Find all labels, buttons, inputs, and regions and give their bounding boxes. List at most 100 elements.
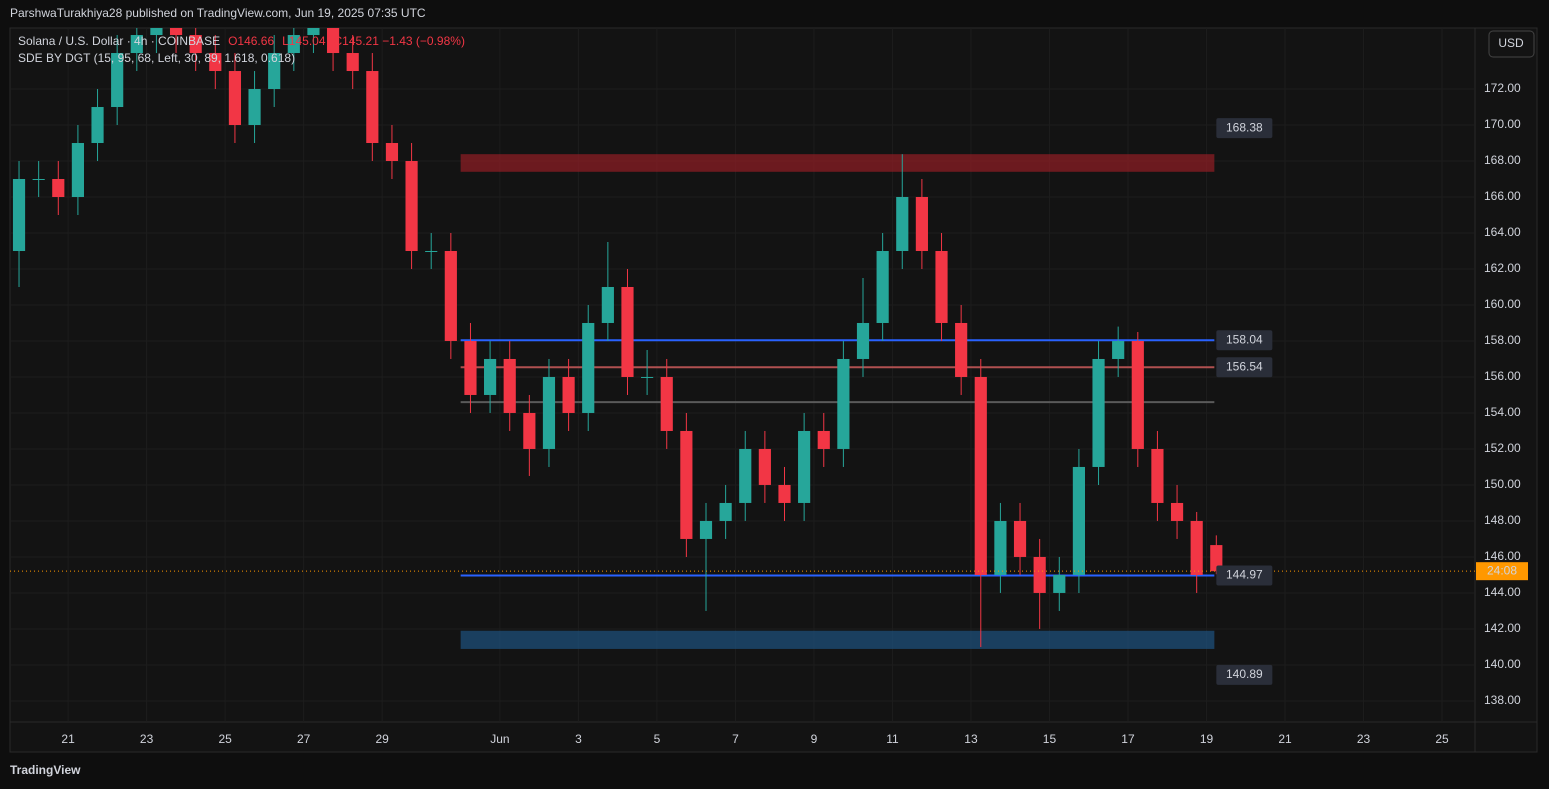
y-tick-label: 166.00 [1484,189,1521,203]
currency[interactable]: USD [1498,36,1524,50]
candle-body [189,35,202,54]
candle-body [542,376,556,449]
y-tick-label: 154.00 [1484,405,1521,419]
price-tag [1216,565,1273,586]
x-tick-label: 21 [1278,732,1292,746]
x-tick-label: 13 [964,732,978,746]
candle-body [719,502,732,521]
candle-body [896,197,909,251]
candle-body [1131,340,1144,449]
x-tick-label: 9 [811,732,818,746]
candle-body [385,143,399,162]
candle-body [562,376,575,413]
y-tick-label: 146.00 [1484,549,1521,563]
candle-body [1033,556,1046,593]
candle-body [974,376,987,575]
price-tag [1216,330,1273,351]
candle-body [444,250,457,341]
candle-body [425,250,438,252]
candle-body [1151,448,1164,503]
candle-body [405,161,418,251]
price-tag-label: 144.97 [1226,568,1263,582]
candle-body [876,250,889,323]
ohlc-label: C145.21 −1.43 (−0.98%) [334,34,465,48]
brand: TradingView [10,763,81,777]
candle-body [268,53,281,90]
plot-area [10,28,1475,722]
candle-body [366,71,379,144]
price-tag [1216,118,1273,139]
candle-body [798,430,811,503]
candle-body [111,53,124,108]
candle-body [71,143,84,198]
candle-body [582,322,595,413]
candle-body [1190,520,1203,575]
price-tag [1216,357,1273,378]
x-tick-label: 21 [61,732,75,746]
candle-body [1092,358,1105,467]
candle-body [287,35,300,54]
x-tick-label: 23 [1357,732,1371,746]
candle-body [523,412,536,449]
y-tick-label: 152.00 [1484,441,1521,455]
currency-button[interactable] [1488,30,1535,58]
price-tag-label: 168.38 [1226,120,1263,134]
y-tick-label: 170.00 [1484,117,1521,131]
candle-body [169,28,183,36]
candle-body [91,107,104,144]
candle-body [52,179,65,198]
zone [460,154,1215,172]
legend-title: Solana / U.S. Dollar · 4h · COINBASE [18,34,220,48]
x-tick-label: 23 [140,732,154,746]
y-tick-label: 140.00 [1484,657,1521,671]
candle-body [1210,545,1223,572]
price-tag [1216,664,1273,685]
y-tick-label: 150.00 [1484,477,1521,491]
y-tick-label: 156.00 [1484,369,1521,383]
candle-body [856,322,870,359]
price-tag-label: 156.54 [1226,359,1263,373]
candle-body [1072,466,1086,575]
publisher: ParshwaTurakhiya28 published on TradingV… [10,6,426,20]
y-tick-label: 162.00 [1484,261,1521,275]
x-tick-label: 11 [886,732,899,746]
countdown-box [1476,562,1528,581]
y-tick-label: 138.00 [1484,693,1521,707]
candle-body [1053,574,1066,593]
x-tick-label: 5 [654,732,661,746]
candle-body [326,28,340,54]
candle-body [994,520,1007,575]
candle-body [1112,340,1125,359]
candle-body [1013,520,1027,557]
y-tick-label: 164.00 [1484,225,1521,239]
y-tick-label: 160.00 [1484,297,1521,311]
x-tick-label: Jun [490,732,509,746]
x-tick-label: 17 [1121,732,1135,746]
x-tick-label: 3 [575,732,582,746]
x-tick-label: 15 [1043,732,1057,746]
countdown: 24:08 [1487,563,1517,577]
candle-body [228,71,242,126]
candle-body [32,179,45,181]
price-tag-label: 158.04 [1226,332,1263,346]
y-tick-label: 144.00 [1484,585,1521,599]
candle-body [601,286,614,323]
candle-body [130,35,143,54]
x-tick-label: 25 [1435,732,1449,746]
x-tick-label: 19 [1200,732,1214,746]
candle-body [660,376,673,431]
candle-body [778,484,791,503]
candle-body [817,430,830,449]
candle-body [346,53,359,72]
y-tick-label: 142.00 [1484,621,1521,635]
candle-body [484,358,497,395]
legend-line: Solana / U.S. Dollar · 4h · COINBASE O146… [18,34,465,48]
y-tick-label: 172.00 [1484,81,1521,95]
candle-body [621,286,634,377]
x-tick-label: 25 [218,732,232,746]
candle-body [641,376,654,378]
indicator: SDE BY DGT (15, 95, 68, Left, 30, 89, 1.… [18,51,295,65]
x-tick-label: 27 [297,732,311,746]
